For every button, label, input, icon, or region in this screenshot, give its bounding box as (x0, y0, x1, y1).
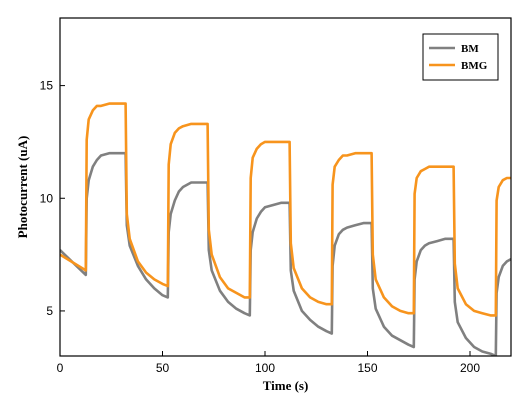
y-tick-label: 5 (46, 304, 53, 318)
x-tick-label: 150 (357, 361, 377, 375)
legend-label-bm: BM (461, 43, 479, 55)
x-tick-label: 50 (156, 361, 170, 375)
y-tick-label: 10 (40, 191, 54, 205)
series-line-bmg (60, 102, 511, 317)
legend-box (422, 33, 499, 81)
x-tick-label: 0 (57, 361, 64, 375)
y-axis-title: Photocurrent (uA) (15, 136, 30, 239)
legend: BM BMG (422, 33, 499, 81)
x-axis-title: Time (s) (263, 378, 309, 393)
plot-frame (59, 17, 512, 357)
legend-label-bmg: BMG (461, 60, 488, 72)
y-tick-label: 15 (40, 79, 54, 93)
x-tick-label: 200 (460, 361, 480, 375)
series-layer (60, 102, 511, 356)
x-tick-label: 100 (255, 361, 275, 375)
ticks-layer: 0 50 100 150 200 5 10 15 (40, 79, 481, 375)
series-line-bm (60, 151, 511, 356)
